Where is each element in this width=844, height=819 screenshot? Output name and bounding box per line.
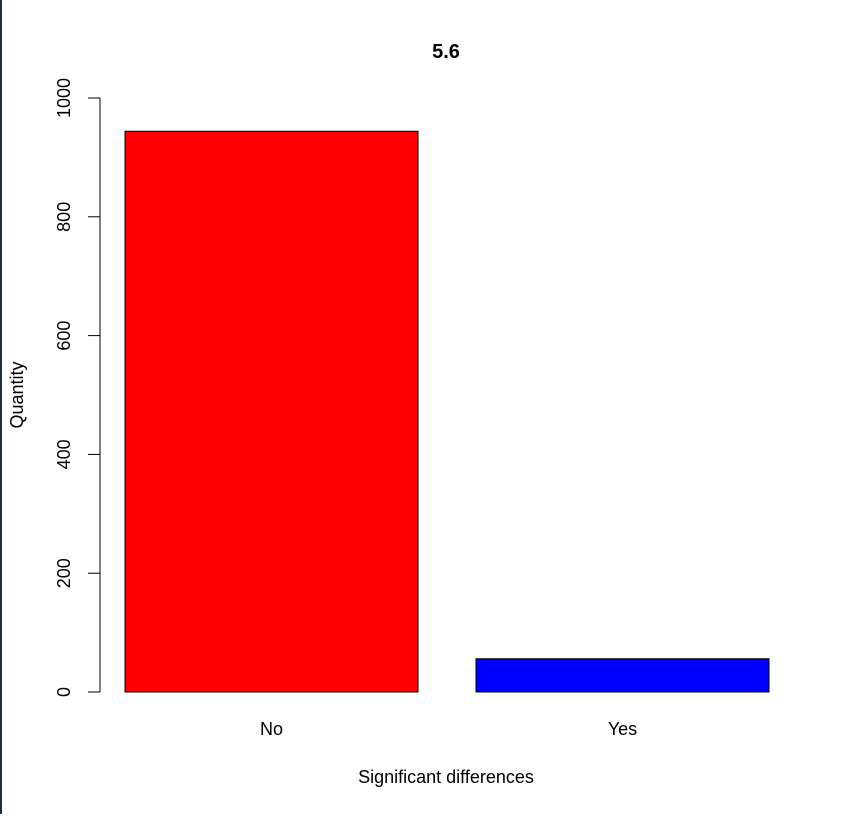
y-axis-label: Quantity <box>7 361 27 428</box>
chart-title: 5.6 <box>432 41 460 63</box>
bar-no <box>124 130 419 693</box>
bars-group <box>124 130 770 693</box>
bar-yes <box>475 658 770 693</box>
y-tick-label: 1000 <box>54 78 74 118</box>
y-tick-label: 800 <box>54 202 74 232</box>
x-tick-label-no: No <box>260 719 283 739</box>
y-tick-label: 0 <box>54 687 74 697</box>
x-tick-label-yes: Yes <box>608 719 637 739</box>
y-tick-label: 600 <box>54 321 74 351</box>
window-left-edge <box>0 0 2 814</box>
y-tick-label: 200 <box>54 558 74 588</box>
y-tick-label: 400 <box>54 439 74 469</box>
x-tick-labels: No Yes <box>260 719 637 739</box>
x-axis-label: Significant differences <box>358 767 534 787</box>
y-axis: 0 200 400 600 800 1000 <box>54 78 101 697</box>
